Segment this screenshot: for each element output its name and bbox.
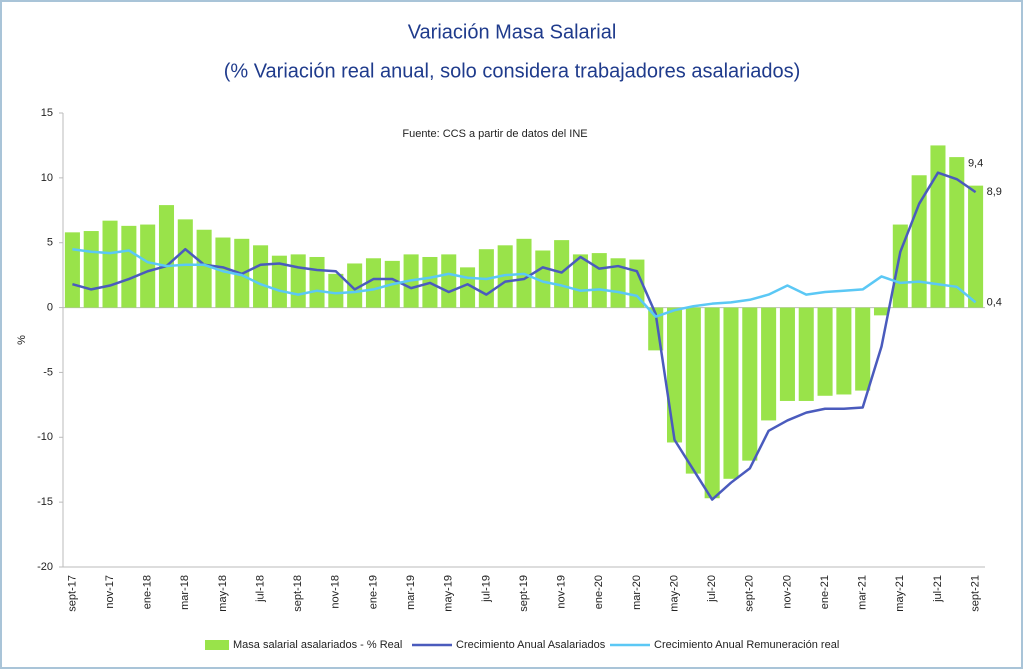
x-tick-label: mar-18: [179, 575, 191, 610]
x-tick-label: sept-17: [66, 575, 78, 612]
bar: [121, 225, 137, 308]
x-tick-label: ene-21: [819, 575, 831, 609]
x-tick-label: may-19: [443, 575, 455, 612]
x-tick-label: may-21: [894, 575, 906, 612]
y-tick-label: -10: [37, 431, 53, 443]
x-tick-label: jul-19: [480, 575, 492, 603]
y-tick-label: -15: [37, 496, 53, 508]
line-series: [72, 247, 977, 318]
legend-swatch: [205, 640, 229, 650]
bar: [535, 250, 551, 308]
data-label: 9,4: [968, 158, 983, 170]
x-tick-label: mar-21: [857, 575, 869, 610]
y-axis-label: %: [16, 335, 28, 345]
y-tick-label: -5: [43, 366, 53, 378]
bar: [328, 273, 344, 308]
y-tick-label: 10: [41, 172, 53, 184]
x-tick-label: ene-20: [593, 575, 605, 609]
bar: [667, 307, 683, 443]
bar: [911, 175, 927, 308]
bar: [836, 307, 852, 395]
bar: [365, 258, 381, 308]
x-tick-label: sept-18: [292, 575, 304, 612]
y-tick-label: 0: [47, 301, 53, 313]
bar: [742, 307, 758, 461]
bar: [102, 220, 118, 308]
bar: [949, 157, 965, 308]
bar: [271, 255, 287, 308]
bar: [798, 307, 814, 401]
bar: [158, 205, 175, 308]
y-tick-label: -20: [37, 561, 53, 573]
chart-title: Variación Masa Salarial: [408, 21, 617, 43]
line-series: [72, 171, 977, 501]
y-tick-label: 5: [47, 237, 53, 249]
bar: [930, 145, 946, 308]
legend-label: Crecimiento Anual Remuneración real: [654, 639, 839, 651]
x-tick-label: may-20: [668, 575, 680, 612]
bar: [873, 307, 890, 316]
bar: [704, 307, 720, 499]
legend-label: Masa salarial asalariados - % Real: [233, 639, 402, 651]
bar: [140, 224, 156, 308]
bar: [196, 229, 212, 308]
y-tick-label: 15: [41, 107, 53, 119]
x-tick-label: may-18: [217, 575, 229, 612]
x-tick-label: jul-20: [706, 575, 718, 603]
x-tick-label: sept-21: [969, 575, 981, 612]
x-tick-label: jul-18: [254, 575, 266, 603]
bar: [309, 256, 325, 308]
bar: [215, 237, 231, 308]
bar: [441, 254, 457, 308]
bar: [64, 232, 80, 308]
bar: [572, 254, 588, 308]
x-tick-label: jul-21: [932, 575, 944, 603]
x-tick-label: mar-20: [631, 575, 643, 610]
bar: [554, 240, 570, 308]
source-note: Fuente: CCS a partir de datos del INE: [402, 128, 587, 140]
bar: [83, 231, 99, 308]
bar: [723, 307, 739, 479]
legend-label: Crecimiento Anual Asalariados: [456, 639, 606, 651]
data-label: 8,9: [987, 186, 1002, 198]
x-tick-label: mar-19: [405, 575, 417, 610]
bar: [290, 254, 306, 308]
x-tick-label: nov-19: [556, 575, 568, 609]
bar: [347, 263, 363, 308]
bar: [591, 253, 607, 308]
x-tick-label: nov-20: [781, 575, 793, 609]
bar: [497, 245, 513, 308]
bar: [817, 307, 833, 396]
bar: [968, 185, 984, 308]
bar: [779, 307, 795, 401]
bar: [685, 307, 701, 474]
x-tick-label: sept-19: [518, 575, 530, 612]
x-tick-label: nov-17: [104, 575, 116, 609]
data-label: 0,4: [987, 296, 1002, 308]
bar: [855, 307, 871, 391]
x-tick-label: ene-18: [142, 575, 154, 609]
x-tick-label: nov-18: [330, 575, 342, 609]
bar: [761, 307, 777, 421]
bar: [610, 258, 626, 308]
bar: [253, 245, 269, 308]
x-tick-label: sept-20: [744, 575, 756, 612]
chart-subtitle: (% Variación real anual, solo considera …: [224, 60, 801, 82]
bar: [177, 219, 193, 308]
x-tick-label: ene-19: [367, 575, 379, 609]
